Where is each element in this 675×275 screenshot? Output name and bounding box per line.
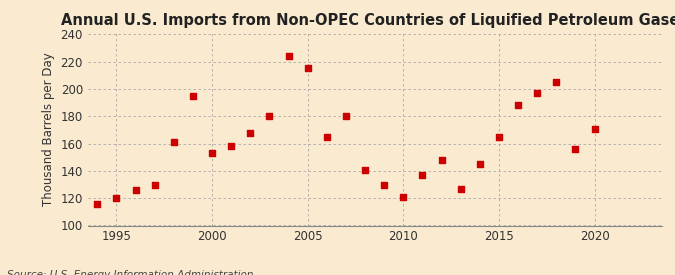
Point — [551, 80, 562, 84]
Point — [264, 114, 275, 119]
Point — [130, 188, 141, 192]
Point — [589, 126, 600, 131]
Point — [513, 103, 524, 108]
Point — [532, 91, 543, 95]
Point — [570, 147, 580, 151]
Point — [302, 66, 313, 71]
Point — [455, 186, 466, 191]
Point — [436, 158, 447, 162]
Point — [321, 134, 332, 139]
Point — [398, 195, 408, 199]
Point — [169, 140, 180, 144]
Point — [207, 151, 217, 155]
Point — [111, 196, 122, 200]
Point — [417, 173, 428, 177]
Text: Source: U.S. Energy Information Administration: Source: U.S. Energy Information Administ… — [7, 271, 253, 275]
Point — [360, 167, 371, 172]
Point — [340, 114, 351, 119]
Y-axis label: Thousand Barrels per Day: Thousand Barrels per Day — [42, 52, 55, 206]
Point — [379, 182, 389, 187]
Title: Annual U.S. Imports from Non-OPEC Countries of Liquified Petroleum Gases: Annual U.S. Imports from Non-OPEC Countr… — [61, 13, 675, 28]
Point — [245, 130, 256, 135]
Point — [92, 202, 103, 206]
Point — [493, 134, 504, 139]
Point — [475, 162, 485, 166]
Point — [188, 94, 198, 98]
Point — [284, 54, 294, 58]
Point — [225, 144, 236, 148]
Point — [149, 182, 160, 187]
